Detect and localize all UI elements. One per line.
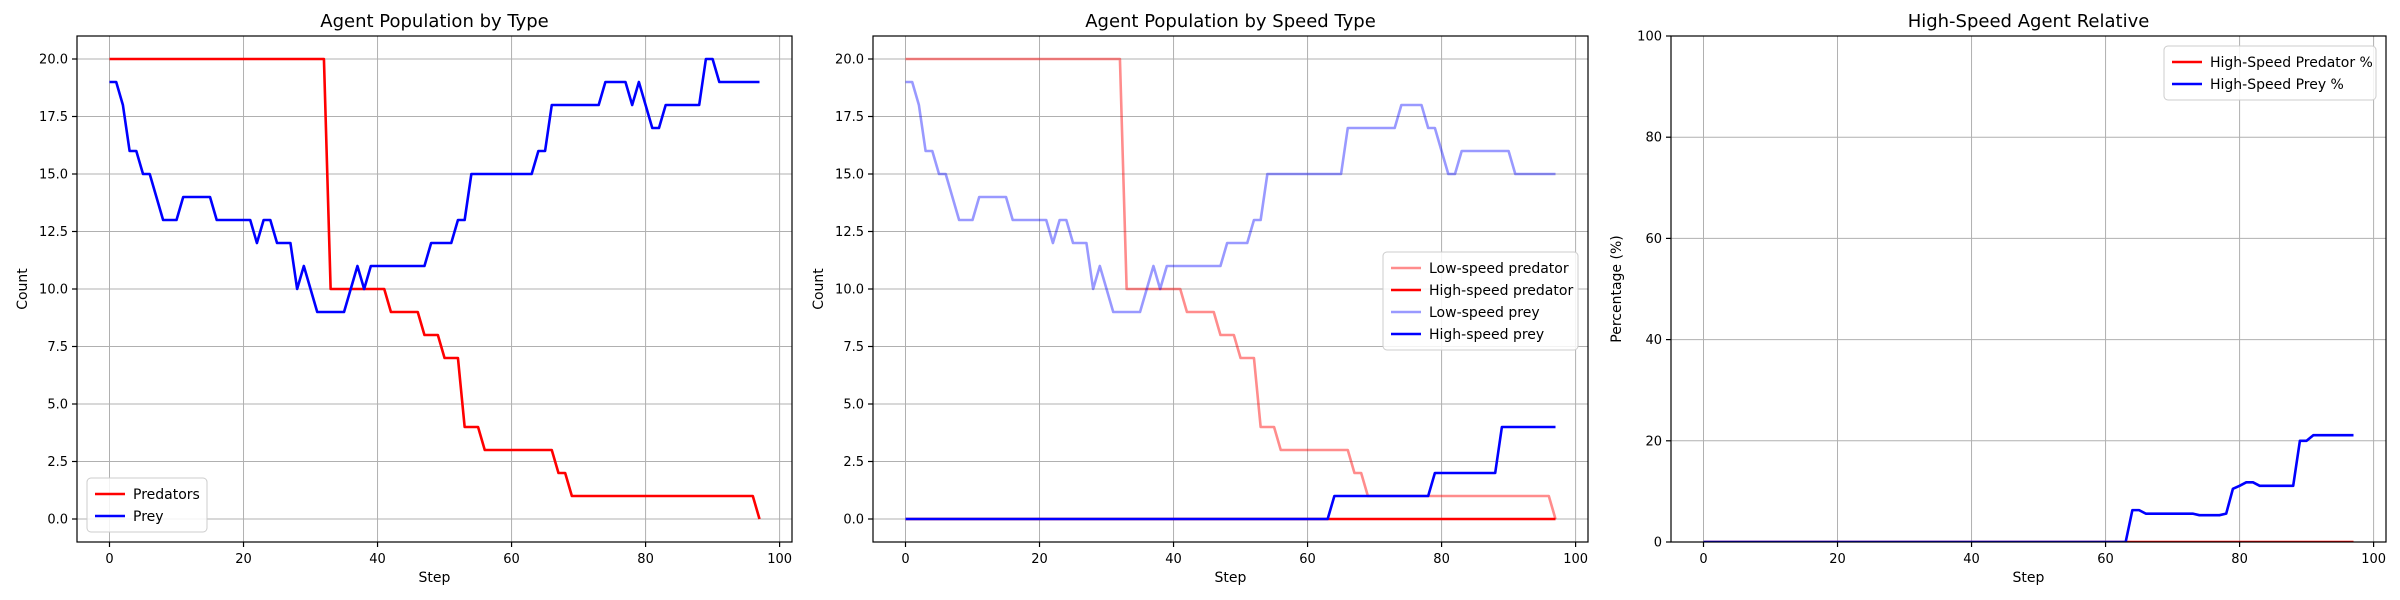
y-tick-label: 2.5	[843, 455, 864, 470]
x-axis-label: Step	[1215, 570, 1247, 586]
chart-3: 0 20 40 60 80 100 0 20 40 60 80 100 High-Speed Agent…	[1609, 11, 2387, 586]
plot-frame	[76, 35, 793, 543]
x-tick-label: 100	[2361, 552, 2386, 567]
chart-2: 0 20 40 60 80 100 0.0 2.5 5.0 7.5 10.0 12.5 15.0 17.5…	[811, 11, 1589, 586]
y-tick-label: 20.0	[835, 53, 864, 68]
y-tick-label: 17.5	[835, 110, 864, 125]
legend-frame	[86, 477, 208, 533]
legend: High-Speed Predator % High-Speed Prey %	[2163, 45, 2377, 101]
x-tick-label: 20	[1829, 552, 1846, 567]
x-tick-label: 0	[901, 552, 909, 567]
legend-label-1: Low-speed predator	[1429, 261, 1569, 277]
series-line-2	[1703, 433, 2354, 542]
y-tick-label: 0.0	[843, 513, 864, 528]
y-tick-label: 15.0	[39, 168, 68, 183]
legend: Low-speed predator High-speed predator Low…	[1382, 251, 1579, 351]
y-tick-label: 2.5	[47, 455, 68, 470]
x-tick-label: 40	[1165, 552, 1182, 567]
y-tick-label: 80	[1645, 131, 1662, 146]
y-tick-label: 60	[1645, 232, 1662, 247]
x-tick-label: 20	[1031, 552, 1048, 567]
legend: Predators Prey	[86, 477, 208, 533]
y-tick-label: 7.5	[47, 340, 68, 355]
y-tick-label: 100	[1637, 30, 1662, 45]
series-group	[109, 57, 761, 520]
y-tick-label: 12.5	[835, 225, 864, 240]
legend-label-1: High-Speed Predator %	[2210, 55, 2373, 71]
y-tick-label: 40	[1645, 333, 1662, 348]
legend-label-4: High-speed prey	[1429, 327, 1544, 343]
x-axis-label: Step	[2013, 570, 2045, 586]
y-tick-label: 0	[1654, 536, 1662, 551]
x-tick-label: 80	[637, 552, 654, 567]
legend-label-2: High-speed predator	[1429, 283, 1573, 299]
legend-label-3: Low-speed prey	[1429, 305, 1540, 321]
y-tick-label: 10.0	[835, 283, 864, 298]
chart-title: Agent Population by Type	[320, 11, 548, 32]
y-tick-label: 5.0	[47, 398, 68, 413]
plot-frame	[872, 35, 1589, 543]
x-tick-label: 40	[369, 552, 386, 567]
x-axis-label: Step	[419, 570, 451, 586]
y-axis-label: Percentage (%)	[1609, 235, 1625, 342]
x-tick-label: 80	[1433, 552, 1450, 567]
x-tick-label: 60	[1299, 552, 1316, 567]
legend-frame	[1382, 251, 1579, 351]
y-tick-label: 10.0	[39, 283, 68, 298]
legend-frame	[2163, 45, 2377, 101]
chart-title: High-Speed Agent Relative	[1908, 11, 2150, 32]
series-line-1	[109, 57, 761, 520]
y-tick-label: 7.5	[843, 340, 864, 355]
y-axis-label: Count	[811, 268, 827, 310]
x-tick-label: 100	[767, 552, 792, 567]
x-tick-label: 0	[1699, 552, 1707, 567]
legend-label-1: Predators	[133, 487, 200, 503]
series-group	[905, 57, 1557, 521]
x-tick-label: 80	[2231, 552, 2248, 567]
series-line-1	[905, 57, 1557, 520]
x-tick-label: 20	[235, 552, 252, 567]
legend-label-2: Prey	[133, 509, 164, 525]
chart-1: 0 20 40 60 80 100 0.0 2.5 5.0 7.5 10.0 12.5 15.0 17.5…	[15, 11, 793, 586]
y-tick-label: 15.0	[835, 168, 864, 183]
y-tick-label: 20	[1645, 434, 1662, 449]
x-tick-label: 0	[105, 552, 113, 567]
series-line-4	[905, 425, 1556, 521]
series-line-2	[109, 57, 760, 314]
legend-label-2: High-Speed Prey %	[2210, 77, 2344, 93]
y-tick-label: 5.0	[843, 398, 864, 413]
chart-title: Agent Population by Speed Type	[1085, 11, 1376, 32]
y-tick-label: 0.0	[47, 513, 68, 528]
x-tick-label: 100	[1563, 552, 1588, 567]
series-group	[1703, 433, 2354, 542]
x-tick-label: 60	[2097, 552, 2114, 567]
x-tick-label: 40	[1963, 552, 1980, 567]
plot-frame	[1670, 35, 2387, 543]
y-tick-label: 20.0	[39, 53, 68, 68]
y-tick-label: 17.5	[39, 110, 68, 125]
x-tick-label: 60	[503, 552, 520, 567]
y-tick-label: 12.5	[39, 225, 68, 240]
series-line-3	[905, 80, 1556, 314]
y-axis-label: Count	[15, 268, 31, 310]
